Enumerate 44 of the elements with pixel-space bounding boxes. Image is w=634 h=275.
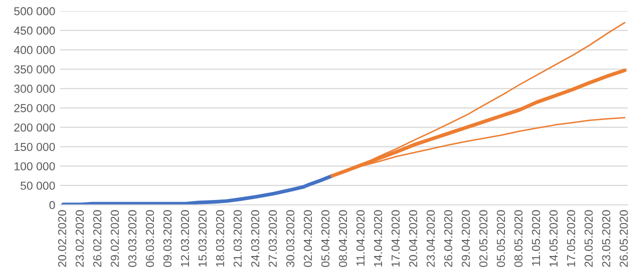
y-tick-label: 100 000 — [14, 162, 55, 170]
x-tick-label: 29.04.2020 — [462, 210, 470, 267]
x-tick-label: 26.02.2020 — [93, 210, 102, 267]
x-tick-label: 26.05.2020 — [620, 210, 628, 267]
x-tick-label: 03.03.2020 — [128, 210, 136, 267]
x-tick-label: 27.03.2020 — [268, 210, 277, 267]
x-tick-label: 05.04.2020 — [321, 210, 330, 267]
x-tick-label: 29.02.2020 — [110, 210, 119, 267]
x-tick-label: 12.03.2020 — [180, 210, 190, 267]
x-tick-label: 23.05.2020 — [602, 210, 610, 267]
x-tick-label: 02.04.2020 — [304, 210, 312, 267]
x-tick-label: 05.05.2020 — [496, 210, 505, 267]
x-tick-label: 06.03.2020 — [146, 210, 154, 267]
x-tick-label: 20.04.2020 — [409, 210, 418, 267]
y-tick-label: 250 000 — [14, 104, 55, 112]
y-tick-label: 300 000 — [14, 84, 55, 93]
x-tick-label: 11.04.2020 — [356, 210, 365, 266]
y-tick-label: 200 000 — [14, 123, 55, 132]
y-tick-label: 150 000 — [14, 142, 55, 152]
y-tick-label: 0 — [49, 201, 55, 210]
x-tick-label: 08.04.2020 — [338, 210, 348, 267]
y-tick-label: 450 000 — [14, 26, 55, 35]
x-tick-label: 11.05.2020 — [532, 210, 540, 266]
y-tick-label: 500 000 — [14, 7, 55, 16]
x-tick-label: 24.03.2020 — [251, 210, 260, 267]
x-tick-label: 17.04.2020 — [392, 210, 400, 267]
x-tick-label: 18.03.2020 — [216, 210, 224, 267]
x-tick-label: 09.03.2020 — [163, 210, 172, 267]
y-tick-label: 50 000 — [20, 182, 55, 190]
x-tick-label: 14.05.2020 — [549, 210, 558, 267]
x-tick-label: 20.05.2020 — [584, 210, 593, 267]
x-tick-label: 23.04.2020 — [426, 210, 435, 267]
x-tick-label: 08.05.2020 — [514, 210, 523, 267]
x-tick-label: 02.05.2020 — [479, 210, 488, 267]
x-tick-label: 15.03.2020 — [198, 210, 207, 267]
x-tick-label: 20.02.2020 — [58, 210, 66, 267]
x-tick-label: 26.04.2020 — [444, 210, 452, 267]
y-tick-label: 400 000 — [14, 46, 55, 54]
x-tick-label: 21.03.2020 — [234, 210, 242, 267]
x-tick-label: 30.03.2020 — [286, 210, 294, 267]
y-tick-label: 350 000 — [14, 65, 55, 74]
x-tick-label: 23.02.2020 — [76, 210, 84, 267]
x-tick-label: 14.04.2020 — [374, 210, 382, 267]
x-tick-label: 17.05.2020 — [567, 210, 576, 267]
